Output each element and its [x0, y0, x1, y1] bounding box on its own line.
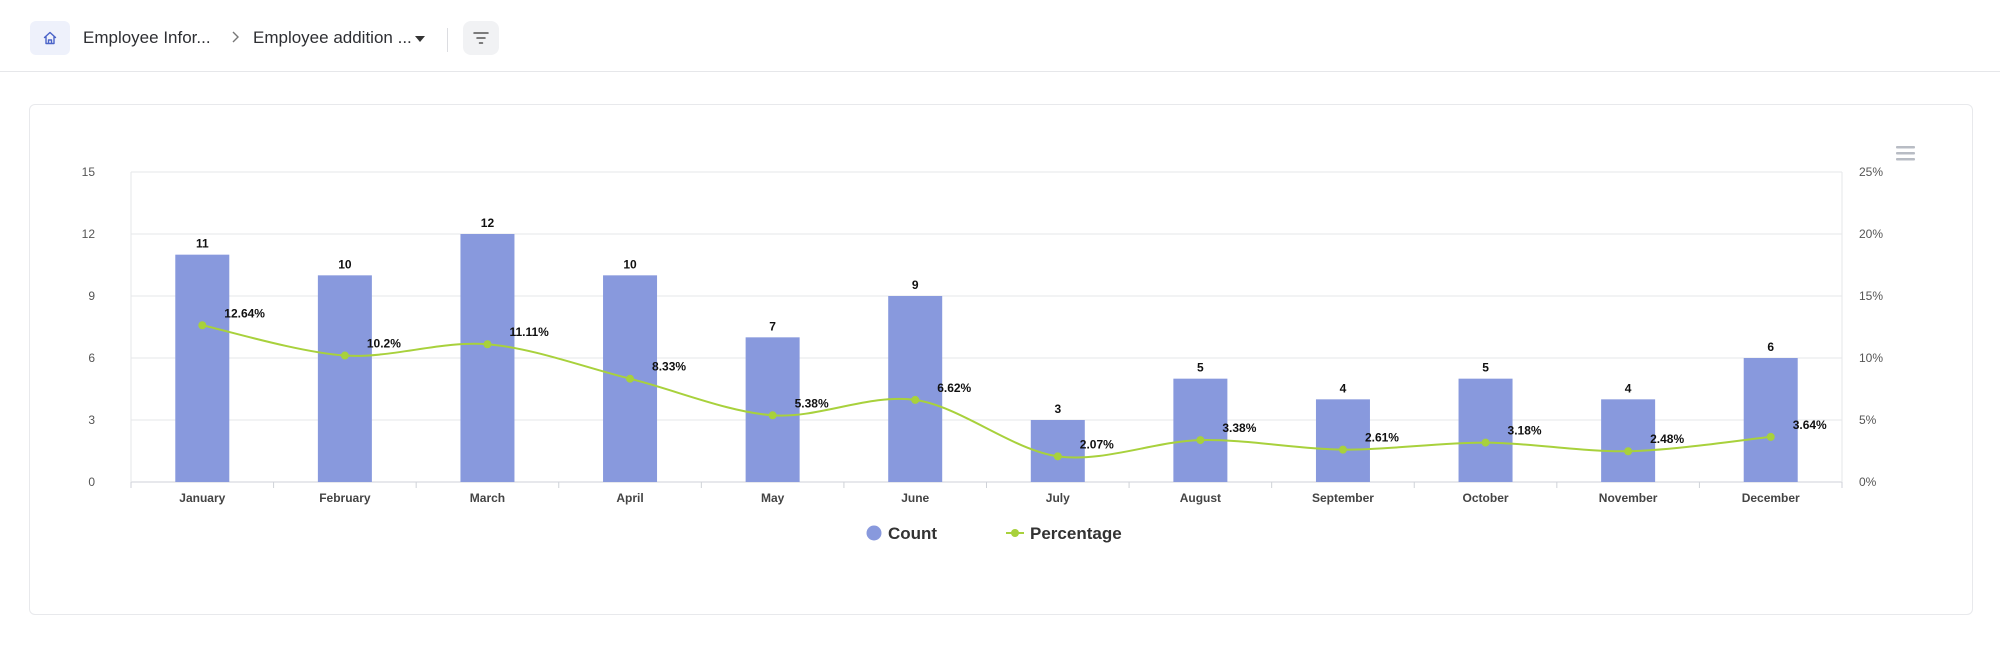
y-right-tick-label: 0%	[1859, 475, 1877, 489]
bar-count[interactable]	[1743, 358, 1798, 482]
legend-label-count: Count	[888, 524, 937, 543]
bar-data-label: 10	[623, 257, 637, 271]
x-category-label: September	[1312, 491, 1374, 505]
legend-marker-count	[866, 525, 882, 541]
percentage-point[interactable]	[911, 395, 920, 404]
bar-data-label: 5	[1482, 361, 1489, 375]
y-left-tick-label: 6	[88, 351, 95, 365]
y-left-tick-label: 15	[82, 165, 96, 179]
bar-count[interactable]	[1315, 399, 1370, 482]
line-data-label: 12.64%	[224, 306, 265, 320]
bar-data-label: 4	[1625, 381, 1632, 395]
line-data-label: 2.07%	[1080, 437, 1114, 451]
percentage-point[interactable]	[1766, 432, 1775, 441]
percentage-point[interactable]	[1481, 438, 1490, 447]
chevron-right-icon	[232, 31, 239, 43]
x-category-label: June	[901, 491, 929, 505]
y-left-tick-label: 12	[82, 227, 96, 241]
toolbar-divider	[447, 28, 448, 52]
y-right-tick-label: 10%	[1859, 351, 1883, 365]
line-data-label: 2.61%	[1365, 431, 1399, 445]
bar-count[interactable]	[1173, 378, 1228, 482]
home-button[interactable]	[30, 21, 70, 55]
line-data-label: 3.64%	[1793, 418, 1827, 432]
bar-data-label: 3	[1054, 402, 1061, 416]
percentage-point[interactable]	[1624, 447, 1633, 456]
line-data-label: 3.18%	[1508, 424, 1542, 438]
x-category-label: August	[1180, 491, 1221, 505]
y-right-tick-label: 20%	[1859, 227, 1883, 241]
percentage-point[interactable]	[198, 321, 207, 330]
y-left-tick-label: 3	[88, 413, 95, 427]
bar-count[interactable]	[317, 275, 372, 482]
bar-count[interactable]	[1601, 399, 1656, 482]
bar-data-label: 10	[338, 257, 352, 271]
percentage-point[interactable]	[1338, 445, 1347, 454]
y-right-tick-label: 15%	[1859, 289, 1883, 303]
legend-label-percentage: Percentage	[1030, 524, 1122, 543]
breadcrumb-item-employee-information[interactable]: Employee Infor...	[83, 28, 211, 47]
x-category-label: December	[1742, 491, 1800, 505]
x-category-label: May	[761, 491, 785, 505]
bar-count[interactable]	[1458, 378, 1513, 482]
bar-data-label: 6	[1767, 340, 1774, 354]
chart-card: 11 10 12 10 7 9 3 5 4 5 4 6 12.64% 10.2% 11.11% 8.33% 5.…	[29, 104, 1973, 615]
x-category-label: November	[1599, 491, 1658, 505]
x-category-label: October	[1463, 491, 1509, 505]
bar-count[interactable]	[175, 254, 230, 482]
percentage-point[interactable]	[1196, 436, 1205, 445]
line-data-label: 6.62%	[937, 381, 971, 395]
legend-item-percentage[interactable]: Percentage	[1006, 524, 1122, 543]
legend-item-count[interactable]: Count	[866, 524, 938, 543]
line-data-label: 8.33%	[652, 360, 686, 374]
breadcrumb-item-employee-addition[interactable]: Employee addition ...	[253, 28, 412, 47]
y-right-tick-label: 25%	[1859, 165, 1883, 179]
caret-down-icon[interactable]	[413, 34, 427, 44]
percentage-line	[202, 324, 1771, 459]
x-category-label: January	[179, 491, 225, 505]
line-data-label: 5.38%	[795, 396, 829, 410]
bar-data-label: 4	[1340, 381, 1347, 395]
line-data-label: 10.2%	[367, 337, 401, 351]
bar-count[interactable]	[1030, 420, 1085, 482]
percentage-point[interactable]	[483, 340, 492, 349]
combo-chart: 11 10 12 10 7 9 3 5 4 5 4 6 12.64% 10.2% 11.11% 8.33% 5.…	[82, 146, 1915, 543]
percentage-point[interactable]	[340, 351, 349, 360]
top-bar: Employee Infor... Employee addition ...	[0, 0, 2000, 72]
bar-data-label: 11	[196, 237, 209, 251]
line-data-label: 2.48%	[1650, 432, 1684, 446]
percentage-point[interactable]	[1053, 452, 1062, 461]
hamburger-menu-icon[interactable]	[1896, 146, 1915, 161]
x-category-label: March	[470, 491, 505, 505]
y-left-tick-label: 9	[88, 289, 95, 303]
y-right-tick-label: 5%	[1859, 413, 1877, 427]
percentage-point[interactable]	[626, 374, 635, 383]
bar-count[interactable]	[888, 296, 943, 482]
bar-data-label: 5	[1197, 361, 1204, 375]
home-icon	[43, 31, 57, 45]
legend-marker-percentage	[1011, 529, 1019, 537]
bar-data-label: 7	[769, 319, 776, 333]
x-category-label: February	[319, 491, 371, 505]
x-category-label: April	[616, 491, 643, 505]
line-data-label: 3.38%	[1222, 421, 1256, 435]
filter-icon	[473, 32, 489, 44]
x-category-label: July	[1046, 491, 1070, 505]
filter-button[interactable]	[463, 21, 499, 55]
line-data-label: 11.11%	[509, 325, 549, 339]
bar-data-label: 12	[481, 216, 495, 230]
y-left-tick-label: 0	[88, 475, 95, 489]
bar-count[interactable]	[460, 234, 515, 482]
bar-count[interactable]	[745, 337, 800, 482]
bar-data-label: 9	[912, 278, 919, 292]
percentage-point[interactable]	[768, 411, 777, 420]
